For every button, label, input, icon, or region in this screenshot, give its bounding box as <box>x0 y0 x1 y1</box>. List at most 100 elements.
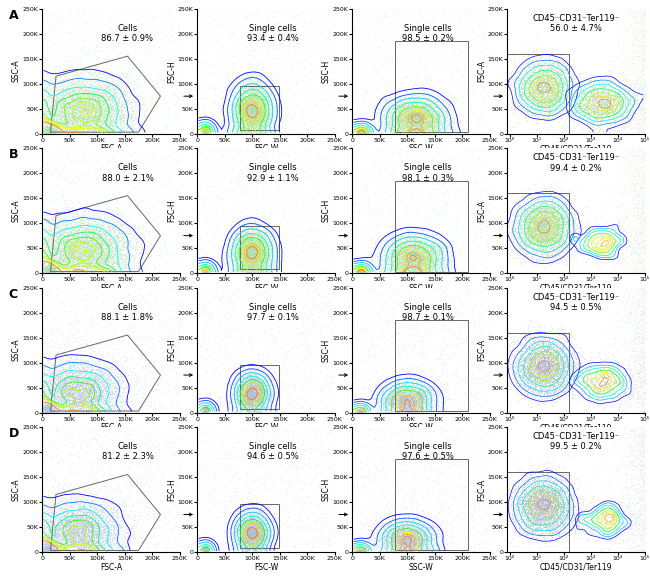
Point <box>90 268 100 278</box>
Point <box>64 238 74 247</box>
Point <box>542 70 552 79</box>
Point <box>44 266 54 276</box>
Point <box>257 104 267 113</box>
Point <box>259 98 270 107</box>
Point <box>534 224 544 234</box>
Point <box>81 249 92 258</box>
Point <box>247 524 257 533</box>
Point <box>50 20 60 29</box>
Point <box>257 541 267 550</box>
Point <box>613 298 623 307</box>
Point <box>536 366 547 375</box>
Point <box>387 391 397 400</box>
Point <box>640 307 650 317</box>
Point <box>168 254 179 264</box>
Point <box>259 529 270 539</box>
Point <box>45 258 55 267</box>
Point <box>228 260 239 269</box>
Point <box>417 112 428 121</box>
Point <box>118 209 129 218</box>
Point <box>69 531 79 540</box>
Point <box>397 106 408 116</box>
Point <box>405 407 415 416</box>
Point <box>98 437 108 446</box>
Point <box>417 408 427 417</box>
Point <box>248 120 259 129</box>
Point <box>384 533 395 543</box>
Point <box>251 528 261 538</box>
Point <box>92 369 103 379</box>
Point <box>390 392 400 401</box>
Point <box>615 111 625 120</box>
Point <box>534 477 544 486</box>
Point <box>532 216 543 225</box>
Point <box>165 121 176 131</box>
Point <box>406 115 416 124</box>
Point <box>586 86 596 95</box>
Point <box>560 502 571 511</box>
Point <box>141 404 151 413</box>
Point <box>380 312 391 321</box>
Point <box>252 235 263 244</box>
Point <box>590 209 600 218</box>
Point <box>554 497 565 506</box>
Point <box>46 408 56 417</box>
Point <box>396 268 406 278</box>
Point <box>458 108 468 117</box>
Point <box>442 404 452 413</box>
Point <box>393 129 403 138</box>
Point <box>245 530 255 539</box>
Point <box>619 91 630 101</box>
Point <box>415 108 426 117</box>
Point <box>71 89 81 98</box>
Point <box>428 266 439 275</box>
Point <box>414 244 424 254</box>
Point <box>595 129 606 138</box>
Point <box>417 240 428 249</box>
Point <box>257 266 268 275</box>
Point <box>233 129 243 138</box>
Point <box>606 97 617 106</box>
Point <box>98 369 108 379</box>
Point <box>43 346 53 355</box>
Point <box>58 268 69 278</box>
Point <box>534 484 545 493</box>
Point <box>353 286 363 295</box>
Point <box>96 368 106 377</box>
Point <box>86 94 96 103</box>
Point <box>38 499 48 509</box>
Point <box>67 250 77 259</box>
Point <box>95 261 105 271</box>
Point <box>249 118 259 128</box>
Point <box>233 521 243 530</box>
Point <box>263 117 274 127</box>
Point <box>426 397 437 406</box>
Point <box>387 400 398 409</box>
Point <box>48 239 58 249</box>
Point <box>411 393 421 402</box>
Point <box>86 408 97 417</box>
Point <box>399 106 410 116</box>
Point <box>163 17 174 27</box>
Point <box>551 524 562 533</box>
Point <box>248 520 259 529</box>
Point <box>391 539 402 549</box>
Point <box>244 253 254 262</box>
Point <box>40 268 50 278</box>
Point <box>86 105 97 114</box>
Point <box>508 84 518 93</box>
Point <box>415 246 426 255</box>
Point <box>436 121 447 130</box>
Point <box>75 523 85 532</box>
Point <box>53 385 64 394</box>
Point <box>58 246 68 255</box>
Point <box>544 521 554 531</box>
Point <box>144 149 154 158</box>
Point <box>528 379 538 388</box>
Point <box>254 261 264 270</box>
Point <box>250 249 260 258</box>
Point <box>62 406 72 415</box>
Point <box>82 195 92 204</box>
Point <box>482 544 493 553</box>
Point <box>218 402 229 411</box>
